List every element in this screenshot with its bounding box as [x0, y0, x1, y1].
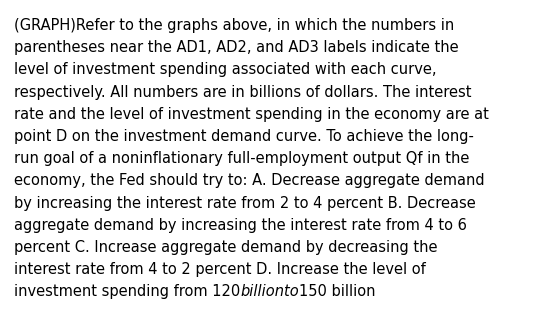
Text: parentheses near the AD1, AD2, and AD3 labels indicate the: parentheses near the AD1, AD2, and AD3 l…	[14, 40, 459, 55]
Text: rate and the level of investment spending in the economy are at: rate and the level of investment spendin…	[14, 107, 489, 122]
Text: (GRAPH)Refer to the graphs above, in which the numbers in: (GRAPH)Refer to the graphs above, in whi…	[14, 18, 454, 33]
Text: investment spending from 120: investment spending from 120	[14, 284, 240, 300]
Text: billionto: billionto	[240, 284, 299, 300]
Text: interest rate from 4 to 2 percent D. Increase the level of: interest rate from 4 to 2 percent D. Inc…	[14, 262, 426, 277]
Text: by increasing the interest rate from 2 to 4 percent B. Decrease: by increasing the interest rate from 2 t…	[14, 196, 476, 211]
Text: run goal of a noninflationary full-employment output Qf in the: run goal of a noninflationary full-emplo…	[14, 151, 469, 166]
Text: economy, the Fed should try to: A. Decrease aggregate demand: economy, the Fed should try to: A. Decre…	[14, 173, 485, 188]
Text: level of investment spending associated with each curve,: level of investment spending associated …	[14, 62, 436, 77]
Text: aggregate demand by increasing the interest rate from 4 to 6: aggregate demand by increasing the inter…	[14, 218, 467, 233]
Text: respectively. All numbers are in billions of dollars. The interest: respectively. All numbers are in billion…	[14, 84, 472, 100]
Text: 150 billion: 150 billion	[299, 284, 376, 300]
Text: point D on the investment demand curve. To achieve the long-: point D on the investment demand curve. …	[14, 129, 474, 144]
Text: percent C. Increase aggregate demand by decreasing the: percent C. Increase aggregate demand by …	[14, 240, 437, 255]
